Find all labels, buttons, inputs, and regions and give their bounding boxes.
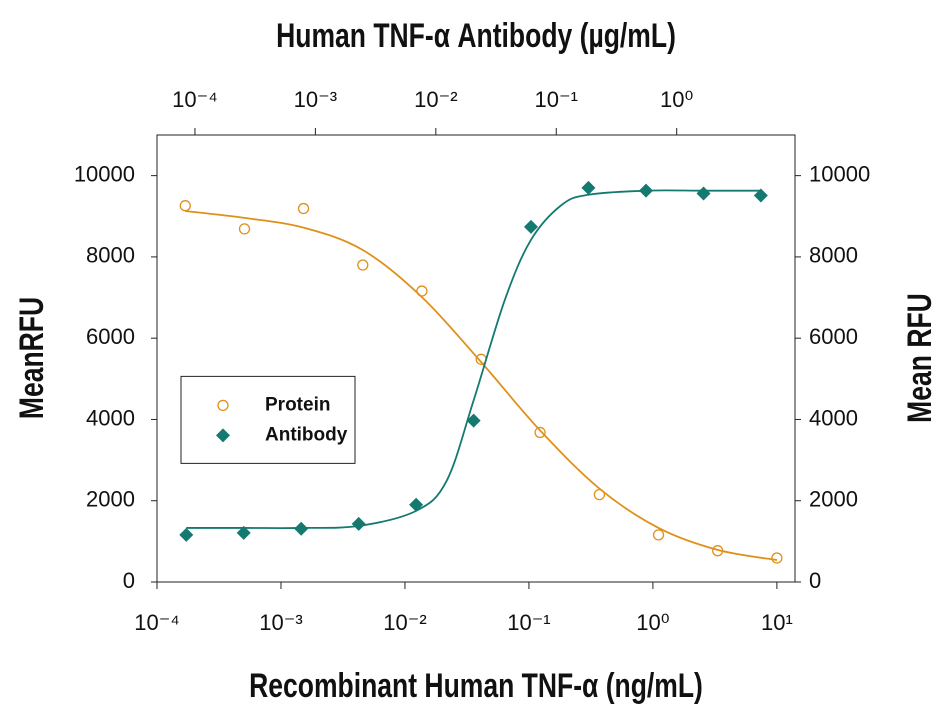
diamond-point (236, 525, 251, 540)
x-tick-label: 10⁰ (636, 610, 669, 635)
x2-tick-label: 10⁻⁴ (172, 87, 218, 112)
circle-point (297, 202, 310, 215)
axis-title: MeanRFU (13, 297, 51, 419)
diamond-point (351, 516, 366, 531)
legend: Protein Antibody (180, 375, 356, 464)
axis-title: Recombinant Human TNF-α (ng/mL) (249, 667, 703, 705)
diamond-point (179, 527, 194, 542)
diamond-point (581, 180, 596, 195)
circle-point (652, 529, 665, 541)
diamond-point (466, 413, 481, 428)
diamond-point (409, 497, 424, 512)
y-tick-label: 4000 (86, 405, 135, 430)
diamond-point (696, 186, 711, 201)
circle-point (179, 200, 191, 212)
y-tick-label: 8000 (86, 243, 135, 268)
circle-point (416, 285, 428, 297)
x2-tick-label: 10⁻² (414, 87, 457, 112)
x2-tick-label: 10⁰ (660, 87, 693, 112)
y2-tick-label: 2000 (809, 487, 858, 512)
y-tick-label: 2000 (86, 487, 135, 512)
plot-frame (156, 134, 796, 583)
axis-title: Mean RFU (901, 293, 939, 423)
x2-tick-label: 10⁻¹ (535, 87, 578, 112)
x-tick-label: 10⁻³ (259, 610, 302, 635)
diamond-point (294, 521, 309, 536)
circle-point (593, 488, 606, 501)
legend-label: Protein (265, 394, 330, 415)
fit-curve (185, 210, 778, 561)
legend-box (180, 375, 356, 464)
y-tick-label: 6000 (86, 324, 135, 349)
y2-tick-label: 6000 (809, 324, 858, 349)
diamond-point (638, 183, 653, 198)
x2-tick-label: 10⁻³ (294, 87, 337, 112)
fit-curve (186, 189, 761, 530)
circle-point (357, 259, 369, 271)
x-tick-label: 10⁻⁴ (134, 610, 180, 635)
y2-tick-label: 0 (809, 568, 821, 593)
y2-tick-label: 8000 (809, 243, 858, 268)
x-tick-label: 10⁻¹ (507, 610, 550, 635)
legend-marker (217, 399, 229, 412)
legend-label: Antibody (265, 424, 348, 445)
circle-point (712, 545, 724, 557)
y-tick-label: 10000 (74, 161, 135, 186)
axis-title: Human TNF-α Antibody (µg/mL) (276, 17, 676, 55)
x-tick-label: 10¹ (761, 610, 793, 635)
legend-marker (216, 428, 230, 443)
circle-point (534, 426, 546, 439)
circle-point (771, 552, 783, 564)
x-tick-label: 10⁻² (383, 610, 426, 635)
y2-tick-label: 4000 (809, 405, 858, 430)
y2-tick-label: 10000 (809, 161, 870, 186)
diamond-point (524, 219, 539, 234)
y-tick-label: 0 (123, 568, 135, 593)
circle-point (238, 223, 251, 235)
diamond-point (753, 188, 768, 203)
